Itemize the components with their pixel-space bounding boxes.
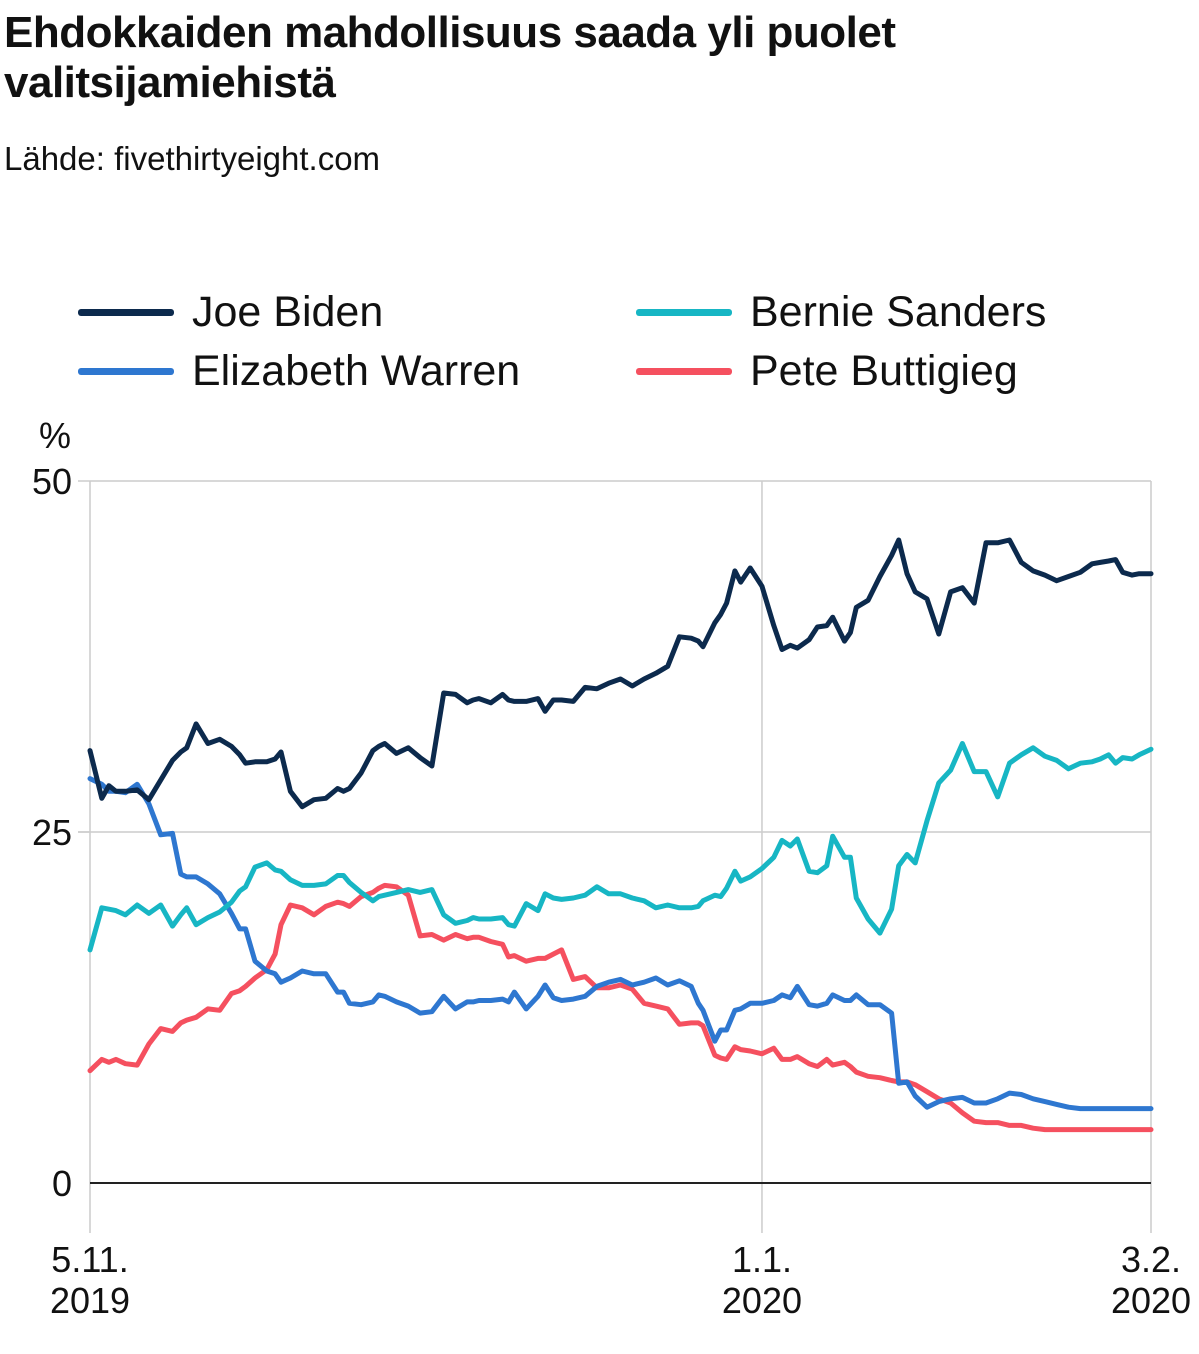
series-line-bernie-sanders (87, 741, 1154, 953)
x-tick-label-0-date: 5.11. (51, 1239, 128, 1280)
legend-swatch-bernie-sanders (636, 308, 732, 316)
y-tick-label-50: 50 (32, 461, 72, 502)
x-tick-label-1-year: 2020 (722, 1280, 802, 1321)
series-line-pete-buttigieg (87, 882, 1154, 1133)
x-tick-label-2-year: 2020 (1111, 1280, 1191, 1321)
y-axis-unit-label: % (39, 415, 71, 456)
series-line-joe-biden (87, 537, 1154, 810)
legend-item-bernie-sanders: Bernie Sanders (636, 287, 1046, 337)
x-tick-label-2-date: 3.2. (1121, 1239, 1181, 1280)
x-tick-label-1-date: 1.1. (732, 1239, 792, 1280)
legend-item-joe-biden: Joe Biden (78, 287, 383, 337)
y-tick-label-25: 25 (32, 812, 72, 853)
chart-title: Ehdokkaiden mahdollisuus saada yli puole… (4, 8, 896, 107)
legend-label-bernie-sanders: Bernie Sanders (750, 287, 1047, 336)
legend: Joe Biden Bernie Sanders Elizabeth Warre… (0, 285, 1199, 405)
legend-label-elizabeth-warren: Elizabeth Warren (192, 346, 521, 395)
y-tick-label-0: 0 (52, 1163, 72, 1204)
series-line-elizabeth-warren (87, 776, 1154, 1112)
x-tick-label-0-year: 2019 (50, 1280, 130, 1321)
legend-swatch-elizabeth-warren (78, 367, 174, 375)
legend-swatch-joe-biden (78, 308, 174, 316)
legend-label-pete-buttigieg: Pete Buttigieg (750, 346, 1018, 395)
source-note: Lähde: fivethirtyeight.com (4, 140, 381, 177)
legend-label-joe-biden: Joe Biden (192, 287, 384, 336)
legend-item-pete-buttigieg: Pete Buttigieg (636, 346, 1018, 396)
legend-swatch-pete-buttigieg (636, 367, 732, 375)
legend-item-elizabeth-warren: Elizabeth Warren (78, 346, 520, 396)
